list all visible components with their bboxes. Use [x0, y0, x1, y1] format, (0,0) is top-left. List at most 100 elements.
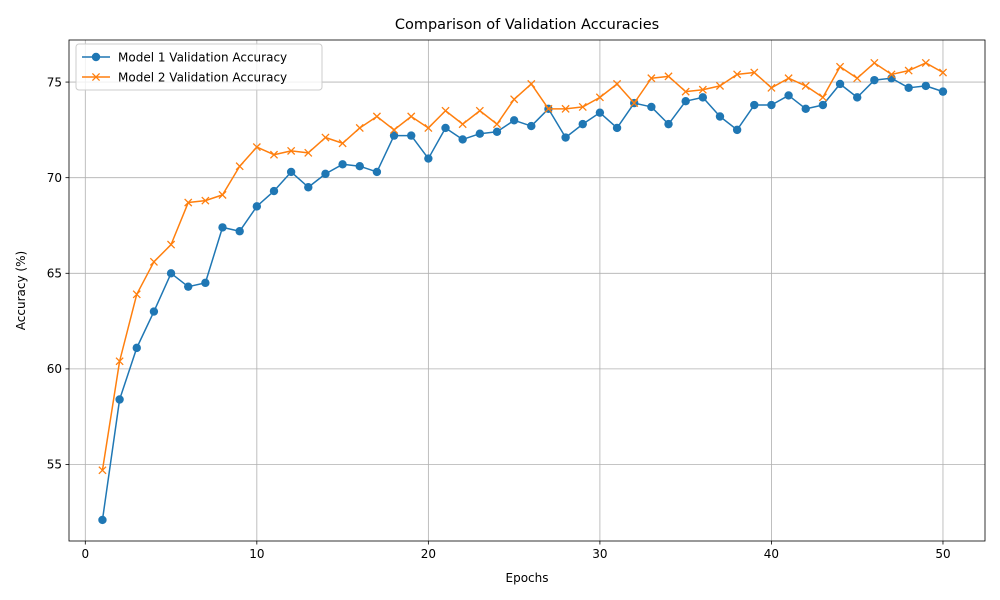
data-point [801, 104, 810, 114]
chart-title: Comparison of Validation Accuracies [395, 17, 659, 33]
legend: Model 1 Validation Accuracy Model 2 Valid… [75, 43, 323, 91]
y-tick-label: 70 [47, 171, 62, 185]
data-point [166, 269, 176, 278]
data-point [664, 72, 673, 81]
data-point [784, 74, 793, 83]
data-point [612, 123, 622, 133]
data-point [561, 104, 570, 113]
data-point [184, 198, 193, 207]
data-point [201, 196, 210, 205]
x-tick-label: 20 [421, 547, 436, 561]
x-tick-label: 0 [81, 547, 89, 561]
data-point [407, 131, 416, 140]
data-point [681, 96, 690, 106]
data-point [115, 357, 124, 366]
data-point [441, 106, 450, 115]
data-point [338, 160, 347, 169]
y-tick-label: 60 [47, 362, 62, 376]
data-point [132, 343, 141, 353]
legend-marker [91, 52, 101, 62]
data-point [750, 100, 759, 110]
data-point [218, 190, 227, 199]
x-tick-label: 10 [249, 547, 264, 561]
data-point [938, 68, 948, 77]
data-point [527, 79, 536, 89]
data-point [372, 112, 381, 121]
data-point [647, 74, 656, 83]
data-point [98, 515, 107, 525]
data-point [132, 290, 141, 299]
data-point [372, 167, 382, 177]
data-point [424, 154, 433, 163]
data-point [98, 466, 107, 475]
data-point [509, 116, 519, 125]
x-tick-label: 40 [764, 547, 779, 561]
data-point [732, 125, 742, 135]
data-point [612, 79, 622, 89]
plot-frame [68, 39, 986, 542]
data-point [561, 133, 570, 142]
data-point [921, 58, 930, 68]
data-point [475, 129, 485, 138]
data-point [698, 93, 708, 102]
data-point [938, 87, 948, 96]
legend-label: Model 2 Validation Accuracy [118, 70, 287, 84]
data-point [527, 121, 536, 131]
data-point [441, 123, 450, 133]
data-point [647, 102, 656, 112]
data-point [835, 62, 845, 71]
data-point [921, 81, 931, 91]
data-point [595, 108, 605, 117]
data-point [767, 83, 776, 92]
data-point [767, 100, 776, 110]
series-2 [98, 58, 948, 475]
data-point [870, 58, 879, 68]
legend-marker [91, 72, 101, 82]
data-point [235, 162, 244, 171]
legend-box [75, 43, 323, 91]
y-tick-label: 55 [47, 458, 62, 472]
data-point [904, 83, 913, 93]
data-point [784, 91, 793, 100]
data-point [390, 125, 399, 134]
y-tick-label: 75 [47, 75, 62, 89]
data-point [304, 148, 313, 157]
x-axis-title: Epochs [506, 571, 549, 585]
data-point [252, 143, 261, 152]
data-point [630, 99, 639, 108]
series-lines [98, 58, 948, 525]
legend-item: Model 2 Validation Accuracy [82, 70, 287, 84]
data-point [167, 240, 176, 249]
data-point [715, 112, 725, 121]
y-axis-title: Accuracy (%) [14, 251, 28, 330]
series-1 [98, 74, 948, 525]
data-point [733, 70, 742, 79]
data-point [887, 70, 896, 79]
x-tick-label: 50 [935, 547, 950, 561]
data-point [184, 282, 193, 291]
data-point [510, 95, 519, 104]
data-point [578, 102, 587, 111]
data-point [492, 127, 502, 136]
data-point [321, 169, 330, 179]
data-point [578, 119, 587, 129]
data-point [115, 395, 124, 404]
legend-label: Model 1 Validation Accuracy [118, 50, 287, 64]
data-point [818, 93, 827, 102]
data-point [218, 223, 227, 232]
data-point [715, 81, 725, 90]
x-tick-label: 30 [592, 547, 607, 561]
data-point [818, 100, 828, 110]
data-point [698, 85, 707, 94]
data-point [235, 227, 244, 236]
data-point [544, 104, 553, 113]
data-point [389, 131, 399, 140]
data-point [252, 202, 262, 211]
data-point [149, 307, 159, 316]
data-point [801, 81, 810, 90]
data-point [458, 135, 467, 144]
data-point [664, 119, 673, 129]
y-tick-label: 65 [47, 266, 62, 280]
